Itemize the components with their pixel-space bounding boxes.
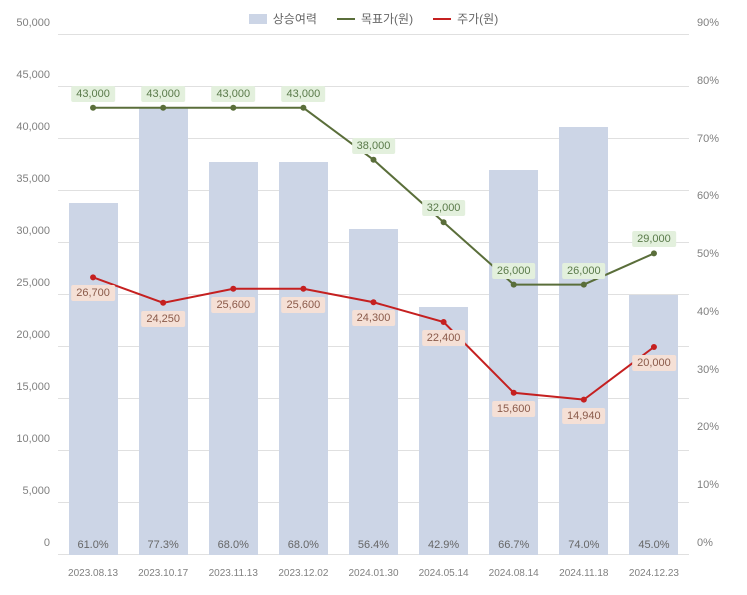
y-tick-right: 50%: [697, 248, 719, 260]
y-tick-left: 30,000: [16, 225, 50, 237]
y-tick-left: 15,000: [16, 381, 50, 393]
data-label-price: 24,300: [352, 310, 396, 326]
data-label-target: 43,000: [211, 86, 255, 102]
y-tick-right: 0%: [697, 537, 713, 549]
x-tick: 2023.11.13: [198, 560, 268, 595]
legend-swatch-line: [433, 18, 451, 20]
line-marker: [300, 105, 306, 111]
x-tick: 2023.08.13: [58, 560, 128, 595]
data-label-price: 14,940: [562, 408, 606, 424]
y-tick-left: 40,000: [16, 121, 50, 133]
line-marker: [581, 397, 587, 403]
y-tick-left: 0: [44, 537, 50, 549]
data-label-price: 24,250: [141, 311, 185, 327]
legend-swatch-bar: [249, 14, 267, 24]
line-marker: [371, 157, 377, 163]
y-tick-right: 80%: [697, 75, 719, 87]
y-tick-right: 70%: [697, 133, 719, 145]
y-tick-left: 35,000: [16, 173, 50, 185]
x-tick: 2023.12.02: [268, 560, 338, 595]
y-tick-right: 20%: [697, 421, 719, 433]
legend-item-upside: 상승여력: [249, 10, 317, 27]
legend: 상승여력 목표가(원) 주가(원): [0, 10, 747, 27]
line-marker: [371, 299, 377, 305]
legend-label: 주가(원): [457, 10, 498, 27]
line-series-svg: [58, 35, 689, 555]
y-tick-left: 20,000: [16, 329, 50, 341]
data-label-target: 43,000: [141, 86, 185, 102]
line-marker: [581, 282, 587, 288]
line-path: [93, 108, 654, 285]
legend-item-price: 주가(원): [433, 10, 498, 27]
x-tick: 2024.01.30: [338, 560, 408, 595]
data-label-target: 38,000: [352, 138, 396, 154]
y-tick-right: 90%: [697, 17, 719, 29]
line-marker: [651, 344, 657, 350]
x-tick: 2024.05.14: [409, 560, 479, 595]
line-marker: [230, 105, 236, 111]
x-tick: 2024.08.14: [479, 560, 549, 595]
legend-label: 목표가(원): [361, 10, 413, 27]
line-marker: [230, 286, 236, 292]
line-marker: [651, 250, 657, 256]
x-tick: 2023.10.17: [128, 560, 198, 595]
line-marker: [441, 219, 447, 225]
y-tick-left: 25,000: [16, 277, 50, 289]
legend-label: 상승여력: [273, 10, 317, 27]
plot-area: 61.0%77.3%68.0%68.0%56.4%42.9%66.7%74.0%…: [58, 35, 689, 555]
data-label-price: 22,400: [422, 330, 466, 346]
y-tick-left: 5,000: [22, 485, 50, 497]
y-tick-right: 40%: [697, 306, 719, 318]
y-tick-right: 30%: [697, 364, 719, 376]
y-axis-right: 0%10%20%30%40%50%60%70%80%90%: [692, 35, 747, 555]
data-label-target: 43,000: [71, 86, 115, 102]
x-axis: 2023.08.132023.10.172023.11.132023.12.02…: [58, 560, 689, 595]
combo-chart: 상승여력 목표가(원) 주가(원) 0 5,000 10,000 15,000 20,0…: [0, 0, 747, 595]
line-marker: [511, 390, 517, 396]
data-label-price: 26,700: [71, 285, 115, 301]
y-tick-right: 10%: [697, 479, 719, 491]
data-label-price: 15,600: [492, 401, 536, 417]
line-marker: [300, 286, 306, 292]
y-axis-left: 0 5,000 10,000 15,000 20,000 25,000 30,000 35,0…: [0, 35, 55, 555]
x-tick: 2024.11.18: [549, 560, 619, 595]
x-tick: 2024.12.23: [619, 560, 689, 595]
line-marker: [90, 274, 96, 280]
y-tick-left: 10,000: [16, 433, 50, 445]
data-label-target: 26,000: [492, 263, 536, 279]
y-tick-left: 45,000: [16, 69, 50, 81]
line-marker: [441, 319, 447, 325]
y-tick-left: 50,000: [16, 17, 50, 29]
line-marker: [90, 105, 96, 111]
data-label-target: 43,000: [282, 86, 326, 102]
line-marker: [511, 282, 517, 288]
data-label-target: 32,000: [422, 200, 466, 216]
line-path: [93, 277, 654, 399]
y-tick-right: 60%: [697, 190, 719, 202]
line-marker: [160, 105, 166, 111]
legend-item-target: 목표가(원): [337, 10, 413, 27]
line-marker: [160, 300, 166, 306]
data-label-target: 26,000: [562, 263, 606, 279]
data-label-price: 25,600: [282, 297, 326, 313]
legend-swatch-line: [337, 18, 355, 20]
data-label-price: 25,600: [211, 297, 255, 313]
data-label-target: 29,000: [632, 231, 676, 247]
data-label-price: 20,000: [632, 355, 676, 371]
